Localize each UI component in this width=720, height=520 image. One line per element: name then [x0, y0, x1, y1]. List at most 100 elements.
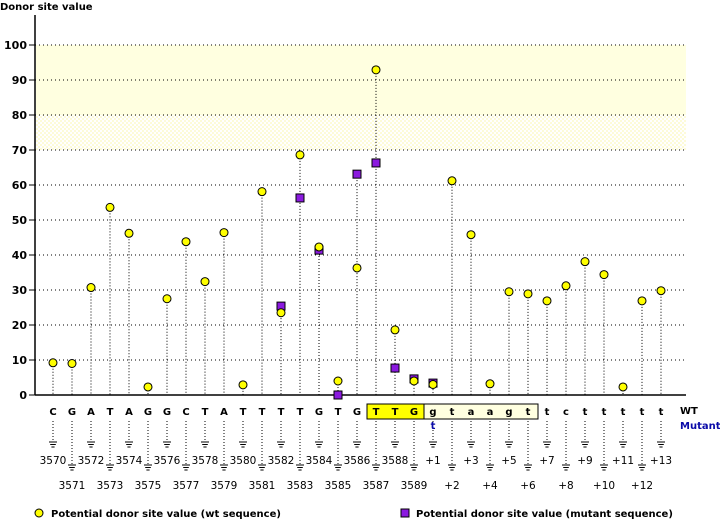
position-label: +3	[463, 455, 478, 467]
mutant-base: t	[431, 421, 436, 432]
legend: Potential donor site value (wt sequence)…	[34, 508, 673, 520]
wt-point	[466, 230, 476, 240]
wt-base: C	[49, 407, 56, 418]
position-label: +11	[612, 455, 634, 467]
legend-wt-marker	[34, 508, 44, 518]
wt-point	[504, 287, 514, 297]
wt-base: T	[297, 407, 304, 418]
position-label: 3574	[116, 455, 143, 467]
wt-base: T	[240, 407, 247, 418]
wt-base: A	[87, 407, 95, 418]
y-tick-label: 90	[12, 74, 28, 87]
highlight-band	[36, 45, 686, 150]
position-label: +10	[593, 480, 615, 492]
wt-base: t	[621, 407, 626, 418]
band-dithered	[36, 115, 686, 150]
y-tick-label: 20	[12, 319, 28, 332]
markers	[48, 65, 666, 400]
wt-point	[637, 296, 647, 306]
position-label: 3578	[192, 455, 219, 467]
wt-point	[219, 228, 229, 238]
y-tick-label: 70	[12, 144, 28, 157]
wt-base: t	[526, 407, 531, 418]
wt-point	[352, 263, 362, 273]
wt-point	[542, 296, 552, 306]
wt-point	[314, 242, 324, 252]
wt-base: A	[220, 407, 228, 418]
wt-point	[580, 257, 590, 267]
wt-base: t	[640, 407, 645, 418]
wt-base: T	[259, 407, 266, 418]
position-label: 3576	[154, 455, 181, 467]
wt-point	[124, 228, 134, 238]
wt-point	[257, 187, 267, 197]
y-tick-label: 60	[12, 179, 28, 192]
wt-point	[200, 277, 210, 287]
mutant-point	[371, 158, 381, 168]
position-label: +2	[444, 480, 459, 492]
position-label: 3572	[78, 455, 105, 467]
mutant-point	[295, 193, 305, 203]
intron-box	[423, 403, 539, 420]
position-label: 3583	[287, 480, 314, 492]
position-label: 3584	[306, 455, 333, 467]
position-label: +4	[482, 480, 498, 492]
wt-point	[143, 382, 153, 392]
position-label: +5	[501, 455, 516, 467]
mutant-point	[390, 363, 400, 373]
wt-row-label: WT	[680, 406, 698, 417]
y-tick-label: 0	[19, 389, 27, 402]
wt-base: G	[410, 407, 418, 418]
wt-base: A	[125, 407, 133, 418]
wt-point	[86, 283, 96, 293]
wt-point	[447, 176, 457, 186]
position-label: +9	[577, 455, 592, 467]
wt-base: T	[373, 407, 380, 418]
y-tick-label: 80	[12, 109, 28, 122]
position-label: +1	[425, 455, 440, 467]
position-label: +7	[539, 455, 554, 467]
wt-base: g	[429, 407, 436, 418]
y-tick-label: 40	[12, 249, 28, 262]
wt-base: t	[545, 407, 550, 418]
wt-point	[485, 379, 495, 389]
position-label: 3580	[230, 455, 257, 467]
mutant-row-label: Mutant	[680, 421, 720, 432]
exon-box	[366, 403, 425, 420]
position-label: +8	[558, 480, 573, 492]
wt-point	[428, 380, 438, 389]
wt-point	[656, 286, 666, 296]
wt-point	[371, 65, 381, 75]
position-label: 3589	[401, 480, 428, 492]
wt-point	[105, 202, 115, 212]
wt-point	[48, 358, 58, 368]
wt-base: a	[487, 407, 494, 418]
y-tick-label: 50	[12, 214, 28, 227]
y-ticks: 0 10 20 30 40 50 60 70 80 90 100	[4, 39, 35, 402]
wt-point	[561, 281, 571, 291]
wt-base: C	[182, 407, 189, 418]
position-label: 3585	[325, 480, 352, 492]
wt-base: t	[602, 407, 607, 418]
wt-base: G	[163, 407, 171, 418]
wt-base: G	[68, 407, 76, 418]
wt-base: G	[353, 407, 361, 418]
wt-point	[295, 150, 305, 160]
wt-point	[409, 376, 419, 386]
wt-point	[276, 308, 286, 318]
wt-base: c	[563, 407, 569, 418]
position-label: +13	[650, 455, 672, 467]
wt-point	[238, 380, 248, 390]
position-label: 3582	[268, 455, 295, 467]
wt-point	[390, 325, 400, 335]
y-tick-label: 100	[4, 39, 27, 52]
position-label: 3581	[249, 480, 276, 492]
wt-base: G	[315, 407, 323, 418]
axes	[34, 15, 686, 396]
wt-base: a	[468, 407, 475, 418]
position-label: 3570	[40, 455, 67, 467]
wt-base: T	[278, 407, 285, 418]
wt-base: t	[583, 407, 588, 418]
legend-mutant-marker	[400, 508, 410, 518]
